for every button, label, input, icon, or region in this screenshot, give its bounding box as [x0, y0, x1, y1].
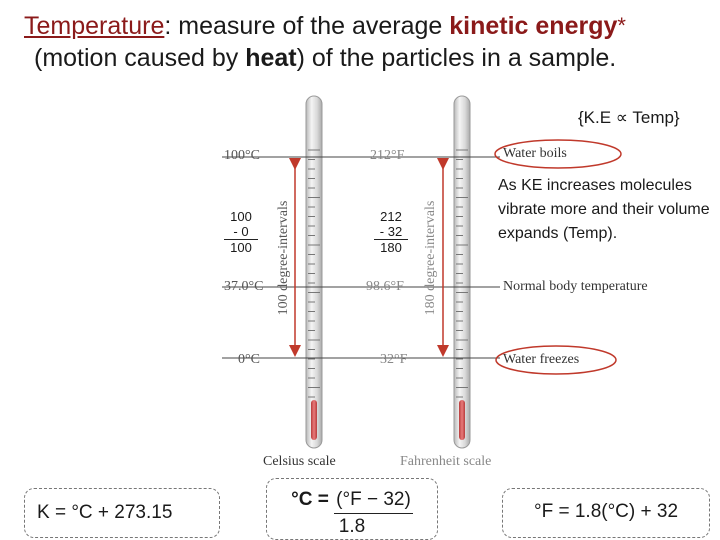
title-text-3: ) of the particles in a sample.	[296, 44, 617, 72]
fahrenheit-formula-box: °F = 1.8(°C) + 32	[502, 488, 710, 538]
definition-title: Temperature: measure of the average kine…	[24, 10, 714, 74]
celsius-formula-numerator: (°F − 32)	[334, 487, 413, 514]
celsius-math-top: 100	[230, 209, 252, 224]
celsius-formula-box: °C = (°F − 32) 1.8	[266, 478, 438, 540]
fahrenheit-math-top: 212	[380, 209, 402, 224]
kelvin-formula-box: K = °C + 273.15	[24, 488, 220, 538]
fahrenheit-math-result: 180	[380, 240, 402, 255]
boils-highlight	[494, 139, 622, 169]
proportionality-note: {K.E ∝ Temp}	[578, 108, 680, 127]
water-boils-label: Water boils	[503, 146, 567, 161]
fahrenheit-body-label: 98.6°F	[366, 279, 404, 294]
fahrenheit-scale-label: Fahrenheit scale	[400, 454, 492, 469]
fahrenheit-formula: °F = 1.8(°C) + 32	[533, 501, 679, 522]
explanation-text: As KE increases molecules vibrate more a…	[498, 177, 710, 242]
celsius-math-sub: - 0	[233, 224, 249, 239]
star-mark: *	[617, 13, 626, 38]
celsius-body-label: 37.0°C	[224, 279, 264, 294]
celsius-math-result: 100	[230, 240, 252, 255]
celsius-boil-label: 100°C	[224, 148, 260, 163]
celsius-interval-label: 100 degree-intervals	[276, 200, 291, 316]
fahrenheit-math-sub: - 32	[379, 224, 403, 239]
term-temperature: Temperature	[24, 12, 165, 40]
fahrenheit-thermometer	[453, 95, 471, 449]
body-temperature-label: Normal body temperature	[503, 279, 648, 294]
celsius-formula-lhs: °C =	[291, 489, 335, 510]
term-kinetic-energy: kinetic energy	[449, 12, 618, 40]
title-text-1: : measure of the average	[164, 12, 450, 40]
celsius-formula-denominator: 1.8	[338, 516, 366, 537]
fahrenheit-freeze-label: 32°F	[380, 352, 408, 367]
celsius-freeze-label: 0°C	[238, 352, 260, 367]
celsius-scale-label: Celsius scale	[263, 454, 336, 469]
freezes-highlight	[495, 345, 617, 375]
fahrenheit-boil-label: 212°F	[370, 148, 405, 163]
celsius-subtraction: 100 - 0 100	[222, 209, 260, 255]
kelvin-formula: K = °C + 273.15	[37, 502, 173, 523]
fahrenheit-subtraction: 212 - 32 180	[372, 209, 410, 255]
fahrenheit-interval-label: 180 degree-intervals	[423, 200, 438, 316]
celsius-thermometer	[305, 95, 323, 449]
water-freezes-label: Water freezes	[503, 352, 580, 367]
title-text-2: (motion caused by	[34, 44, 246, 72]
term-heat: heat	[245, 44, 297, 72]
